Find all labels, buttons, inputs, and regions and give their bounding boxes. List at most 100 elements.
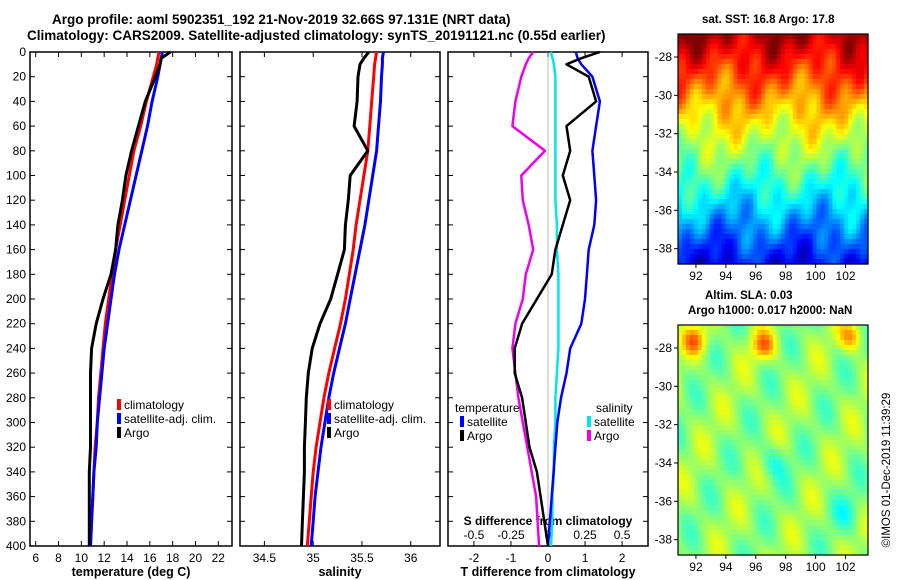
sla-map-cell — [812, 515, 818, 521]
sst-map-cell — [848, 184, 853, 190]
sst-map-cell — [792, 169, 798, 175]
sla-map-cell — [697, 470, 703, 476]
depth-tick-label: 100 — [6, 169, 26, 183]
sla-map-cell — [717, 405, 723, 411]
sst-map-cell — [709, 149, 715, 155]
sla-map-cell — [780, 420, 786, 426]
sla-map-cell — [717, 470, 723, 476]
sst-map-cell — [792, 44, 798, 50]
sst-map-cell — [776, 109, 782, 115]
sst-map-cell — [705, 84, 711, 90]
sst-map-cell — [796, 259, 802, 265]
depth-tick-label: 400 — [6, 539, 26, 553]
sla-map-cell — [741, 475, 746, 481]
sla-map-cell — [808, 350, 814, 356]
sst-map-cell — [757, 154, 762, 160]
sla-map-cell — [828, 470, 833, 476]
sla-map-cell — [812, 345, 818, 351]
sst-map-cell — [678, 79, 683, 85]
sla-map-cell — [725, 545, 731, 551]
salinity-satellite-line — [309, 51, 385, 547]
sla-map-cell — [681, 390, 687, 396]
sst-map-cell — [737, 224, 742, 230]
sla-map-cell — [776, 545, 782, 551]
sla-map-cell — [800, 390, 806, 396]
sla-map-cell — [848, 440, 853, 446]
sla-map-cell — [844, 415, 849, 421]
sst-map-cell — [808, 34, 814, 40]
sla-map-cell — [824, 530, 830, 536]
sst-map-cell — [741, 99, 746, 105]
sst-map-cell — [729, 229, 735, 235]
sla-map-cell — [804, 385, 810, 391]
sst-map-cell — [840, 84, 845, 90]
sla-map-cell — [685, 415, 691, 421]
sst-map-cell — [689, 249, 695, 255]
sla-map-cell — [788, 390, 794, 396]
sla-map-cell — [773, 385, 778, 391]
sst-map-cell — [733, 224, 738, 230]
sst-map-cell — [848, 259, 853, 265]
sst-map-cell — [701, 159, 707, 165]
sst-map-cell — [733, 129, 738, 135]
sst-map-cell — [840, 89, 845, 95]
sst-map-cell — [753, 139, 758, 145]
sla-map-cell — [828, 355, 833, 361]
sst-map-cell — [681, 84, 687, 90]
sla-map-cell — [741, 545, 746, 551]
sst-map-cell — [824, 224, 830, 230]
sla-map-cell — [717, 325, 723, 331]
sst-map-cell — [713, 154, 719, 160]
sst-map-cell — [697, 249, 703, 255]
sst-map-cell — [721, 234, 727, 240]
sst-map-cell — [725, 224, 731, 230]
sst-map-cell — [745, 119, 750, 125]
sst-map-cell — [729, 259, 735, 265]
sla-map-cell — [737, 515, 742, 521]
depth-tick-label: 60 — [13, 119, 27, 133]
sla-map-cell — [721, 385, 727, 391]
sst-map-cell — [856, 249, 861, 255]
sla-map-cell — [864, 325, 869, 331]
sla-map-cell — [725, 430, 731, 436]
sla-map-cell — [757, 330, 762, 336]
sst-map-cell — [761, 169, 766, 175]
sla-map-cell — [852, 430, 857, 436]
sst-map-cell — [828, 229, 833, 235]
sst-map-cell — [824, 49, 830, 55]
sst-map-cell — [745, 144, 750, 150]
sst-map-cell — [705, 259, 711, 265]
sla-map-cell — [804, 485, 810, 491]
difference-xtick-label: -2 — [469, 551, 480, 565]
sla-map-cell — [792, 395, 798, 401]
sst-map-cell — [725, 119, 731, 125]
sst-map-cell — [705, 229, 711, 235]
sst-map-cell — [796, 69, 802, 75]
sst-map-cell — [725, 79, 731, 85]
sla-map-cell — [681, 435, 687, 441]
sla-map-cell — [713, 435, 719, 441]
sla-map-cell — [796, 505, 802, 511]
sla-map-cell — [864, 420, 869, 426]
sst-map-cell — [733, 144, 738, 150]
sst-map-cell — [828, 59, 833, 65]
sla-map-cell — [832, 520, 837, 526]
sla-map-cell — [860, 380, 865, 386]
sst-map-cell — [765, 94, 770, 100]
sla-map-cell — [697, 545, 703, 551]
sla-map-cell — [844, 435, 849, 441]
sla-map-cell — [844, 495, 849, 501]
temperature-argo-line — [87, 50, 172, 546]
sla-map-cell — [749, 340, 754, 346]
sla-map-cell — [828, 545, 833, 551]
sla-map-cell — [792, 410, 798, 416]
sla-map-cell — [749, 350, 754, 356]
sla-map-cell — [745, 395, 750, 401]
sst-map-cell — [792, 159, 798, 165]
sst-map-cell — [776, 174, 782, 180]
sst-map-cell — [844, 169, 849, 175]
sst-map-cell — [832, 124, 837, 130]
sst-map-cell — [705, 179, 711, 185]
sla-map-cell — [717, 385, 723, 391]
sla-map-cell — [864, 475, 869, 481]
